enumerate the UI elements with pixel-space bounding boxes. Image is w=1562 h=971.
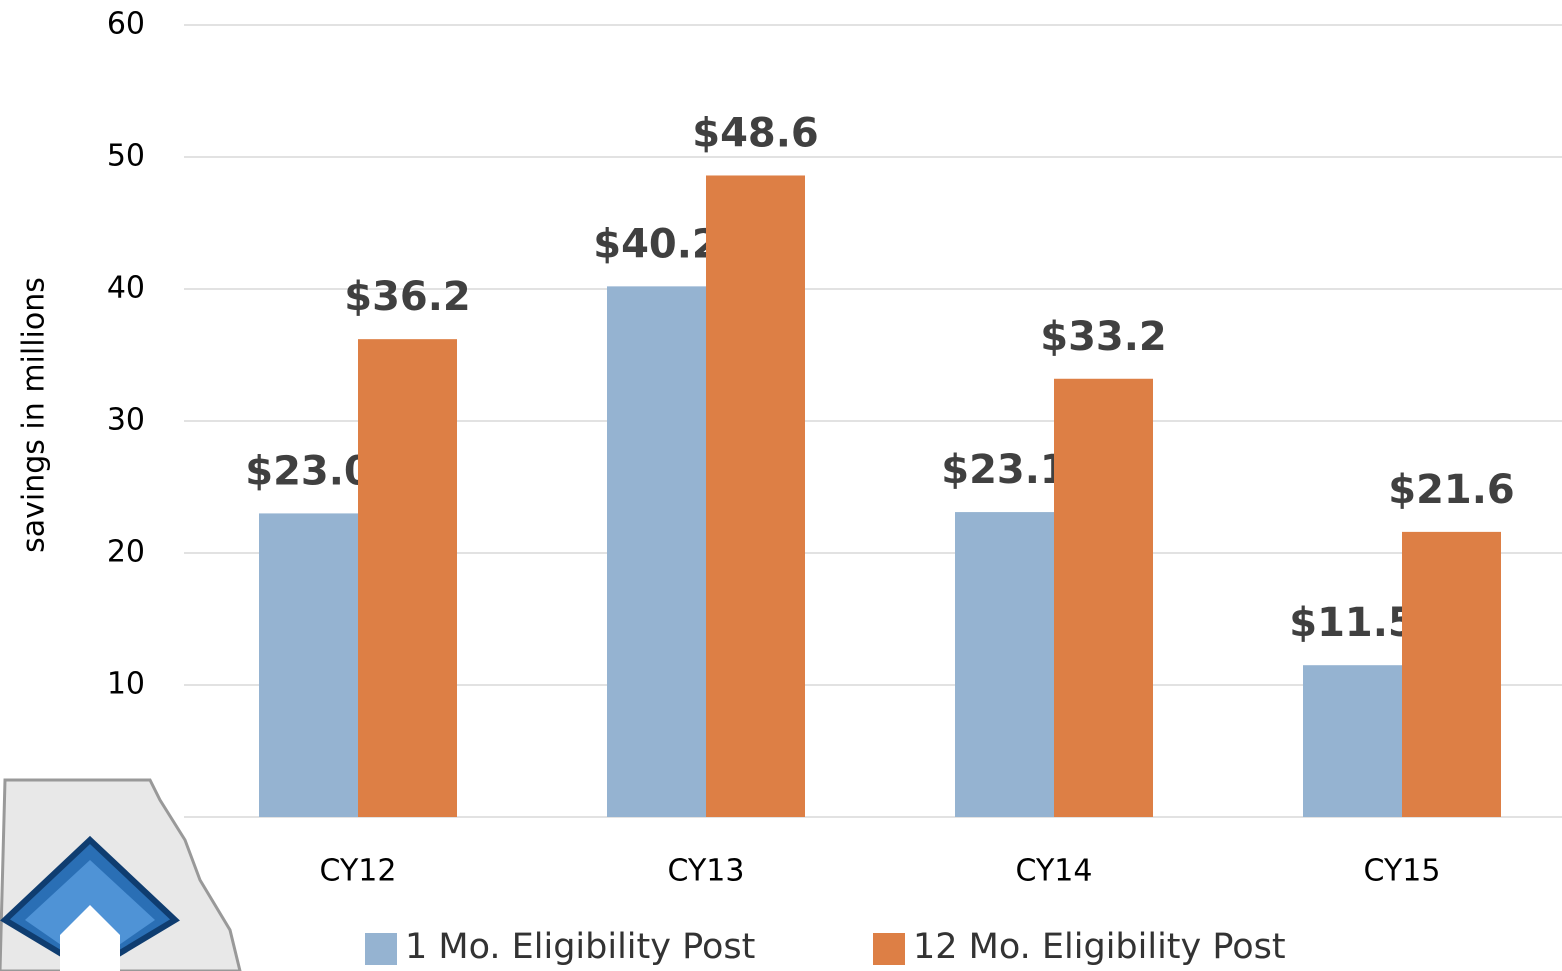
- value-label: $23.0: [245, 448, 372, 494]
- legend-label: 12 Mo. Eligibility Post: [913, 927, 1286, 967]
- value-label: $23.1: [941, 447, 1068, 493]
- bar: [607, 286, 706, 817]
- legend-label: 1 Mo. Eligibility Post: [405, 927, 755, 967]
- y-tick-label: 40: [107, 271, 145, 306]
- legend-swatch: [365, 933, 397, 965]
- value-label: $11.5: [1289, 600, 1416, 646]
- y-tick-label: 50: [107, 139, 145, 174]
- y-tick-label: 10: [107, 667, 145, 702]
- bar: [955, 512, 1054, 817]
- value-label: $33.2: [1040, 314, 1167, 360]
- bar: [1054, 378, 1153, 817]
- x-tick-label: CY15: [1364, 854, 1441, 889]
- bar: [706, 175, 805, 818]
- value-label: $48.6: [692, 110, 819, 156]
- x-tick-label: CY12: [320, 854, 397, 889]
- x-tick-label: CY13: [668, 854, 745, 889]
- y-axis-label: savings in millions: [17, 277, 52, 553]
- bar: [259, 513, 358, 817]
- logo: [0, 778, 242, 971]
- legend-swatch: [873, 933, 905, 965]
- value-label: $36.2: [344, 274, 471, 320]
- bar: [1303, 665, 1402, 817]
- y-tick-label: 20: [107, 535, 145, 570]
- value-label: $21.6: [1388, 467, 1515, 513]
- y-tick-label: 30: [107, 403, 145, 438]
- y-tick-label: 60: [107, 7, 145, 42]
- x-tick-label: CY14: [1016, 854, 1093, 889]
- value-label: $40.2: [593, 221, 720, 267]
- bar: [1402, 531, 1501, 817]
- bar: [358, 339, 457, 817]
